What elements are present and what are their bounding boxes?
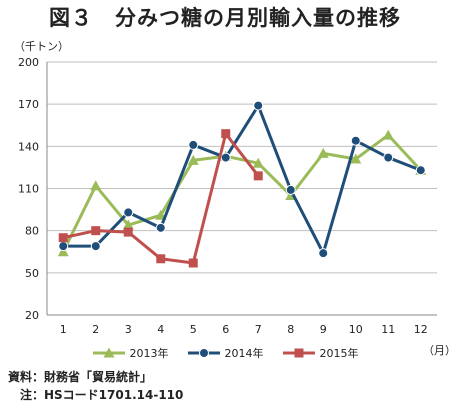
point-2014年-8 (285, 184, 296, 195)
point-2015年-1 (58, 233, 68, 243)
x-tick-8: 8 (287, 323, 294, 336)
legend-label-2013年: 2013年 (129, 347, 169, 360)
series-2015年 (58, 129, 263, 268)
point-2013年-1 (57, 246, 69, 257)
point-2015年-4 (156, 254, 166, 264)
x-tick-1: 1 (60, 323, 67, 336)
x-tick-12: 12 (414, 323, 428, 336)
point-2013年-5 (187, 154, 199, 165)
x-axis-unit: （月） (423, 344, 450, 357)
point-2014年-4 (155, 222, 166, 233)
x-tick-3: 3 (125, 323, 132, 336)
y-tick-50: 50 (25, 267, 39, 280)
legend-marker-2015年 (294, 348, 303, 358)
x-tick-5: 5 (190, 323, 197, 336)
point-2014年-7 (253, 100, 264, 111)
y-tick-200: 200 (18, 56, 39, 69)
point-2015年-5 (188, 258, 198, 268)
notes: 資料：財務省「貿易統計」 注：HSコード1701.14-110 (8, 368, 183, 404)
point-2014年-12 (415, 165, 426, 176)
x-tick-11: 11 (381, 323, 395, 336)
legend-swatch-2014年 (187, 348, 220, 358)
point-2014年-10 (350, 135, 361, 146)
y-tick-20: 20 (25, 309, 39, 322)
point-2014年-9 (318, 248, 329, 259)
legend-item-2014年: 2014年 (187, 345, 264, 361)
x-tick-labels: 1 2 3 4 5 6 7 8 9 10 11 12 (60, 323, 428, 336)
legend: 2013年 2014年 2015年 (0, 345, 450, 361)
point-2013年-7 (252, 157, 264, 168)
x-tick-10: 10 (349, 323, 363, 336)
x-tick-7: 7 (255, 323, 262, 336)
legend-swatch-2015年 (282, 348, 315, 358)
legend-item-2015年: 2015年 (282, 345, 359, 361)
point-2015年-3 (123, 227, 133, 237)
point-2013年-11 (382, 129, 394, 140)
series-lines (57, 100, 427, 268)
point-2014年-1 (58, 241, 69, 252)
point-2014年-6 (220, 152, 231, 163)
legend-marker-2013年 (103, 347, 114, 358)
y-tick-170: 170 (18, 98, 39, 111)
legend-marker-2014年 (198, 348, 209, 358)
y-axis-unit: （千トン） (14, 40, 69, 53)
point-2015年-6 (221, 129, 231, 139)
point-2013年-3 (122, 219, 134, 230)
chart-title: 図３ 分みつ糖の月別輸入量の推移 (49, 6, 401, 30)
point-2014年-2 (90, 241, 101, 252)
legend-label-2015年: 2015年 (319, 347, 359, 360)
point-2013年-10 (350, 153, 362, 164)
point-2015年-7 (253, 171, 263, 181)
grid-lines (46, 61, 437, 316)
point-2014年-11 (383, 152, 394, 163)
y-tick-80: 80 (25, 225, 39, 238)
point-2013年-2 (90, 180, 102, 191)
hs-code-note: 注：HSコード1701.14-110 (8, 388, 184, 402)
y-tick-140: 140 (18, 140, 39, 153)
point-2014年-5 (188, 139, 199, 150)
legend-item-2013年: 2013年 (92, 345, 169, 361)
x-tick-9: 9 (320, 323, 327, 336)
x-tick-2: 2 (92, 323, 99, 336)
x-tick-4: 4 (157, 323, 164, 336)
legend-swatch-2013年 (92, 347, 125, 358)
series-line-2014年 (63, 104, 422, 255)
point-2015年-2 (91, 226, 101, 236)
point-2013年-9 (317, 147, 329, 158)
x-tick-6: 6 (222, 323, 229, 336)
y-tick-labels: 20 50 80 110 140 170 200 (18, 56, 39, 322)
series-2014年 (58, 100, 426, 259)
source-note: 資料：財務省「貿易統計」 (8, 370, 153, 384)
legend-label-2014年: 2014年 (224, 347, 264, 360)
point-2014年-3 (123, 207, 134, 218)
y-tick-110: 110 (18, 183, 39, 196)
